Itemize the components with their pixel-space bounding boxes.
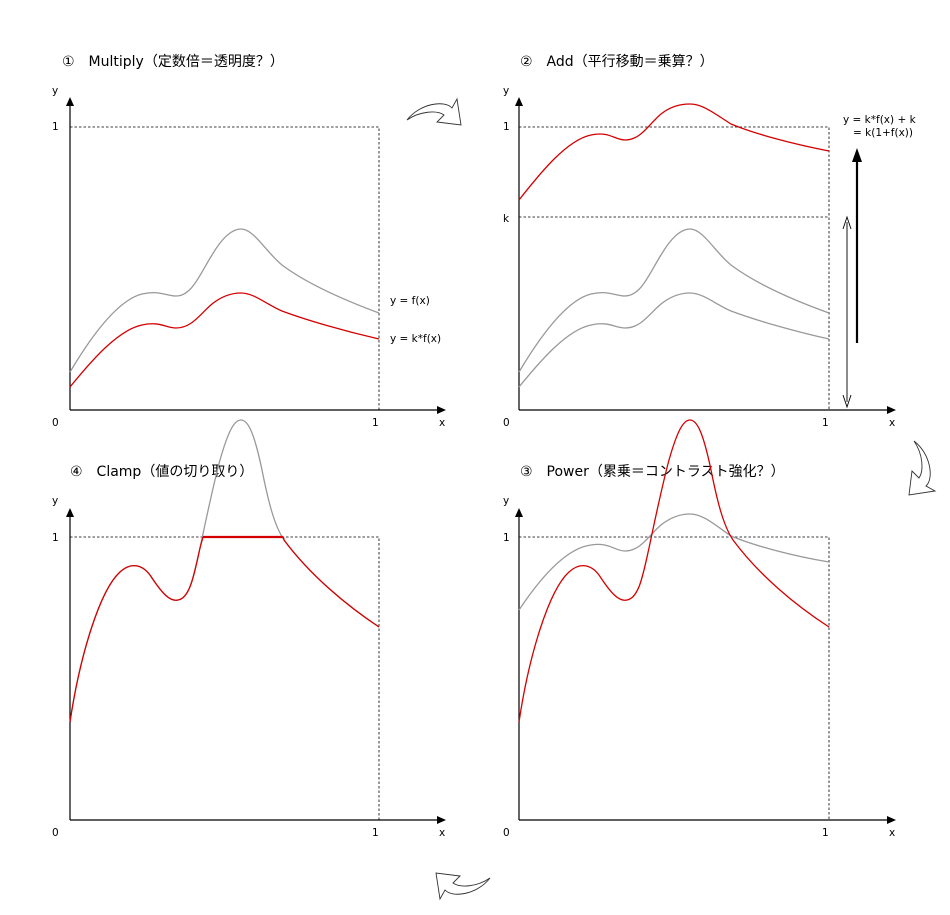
panel-power: ③ Power（累乗＝コントラスト強化？） y 1 0 1 x	[503, 419, 896, 839]
scaled-curve-label: y = k*f(x)	[390, 333, 441, 345]
panel-add: ② Add（平行移動＝乗算？） y 1 k 0 1 x y = k*f(x) +…	[503, 54, 917, 429]
y-tick-one: 1	[52, 121, 59, 133]
x-axis-label: x	[439, 827, 445, 839]
curved-arrow-left	[435, 872, 491, 901]
y-axis-arrowhead	[66, 508, 74, 517]
x-axis-arrowhead	[437, 816, 446, 824]
unit-box	[70, 126, 380, 410]
y-axis-label: y	[52, 495, 58, 507]
power-curve	[518, 419, 830, 723]
panel-title: ② Add（平行移動＝乗算？）	[520, 54, 714, 70]
x-tick-one: 1	[372, 417, 379, 429]
shifted-curve	[518, 103, 830, 201]
panel-title: ④ Clamp（値の切り取り）	[70, 464, 253, 480]
x-axis-label: x	[439, 417, 445, 429]
panel-multiply: ① Multiply（定数倍＝透明度？） y 1 0 1 x y = f(x) …	[52, 54, 446, 429]
k-shift-arrowhead-up	[842, 215, 852, 230]
y-tick-one: 1	[52, 532, 59, 544]
original-curve	[518, 228, 830, 373]
y-tick-one: 1	[503, 121, 510, 133]
unit-box	[70, 536, 380, 820]
x-tick-one: 1	[822, 417, 829, 429]
formula-line-1: y = k*f(x) + k	[843, 114, 917, 126]
scaled-curve	[69, 292, 380, 388]
origin-label: 0	[503, 827, 510, 839]
unit-box	[519, 536, 830, 820]
curved-arrow-down	[908, 440, 937, 496]
original-curve-label: y = f(x)	[390, 295, 430, 307]
origin-label: 0	[52, 827, 59, 839]
x-axis-label: x	[889, 827, 895, 839]
y-axis-label: y	[52, 85, 58, 97]
unit-box	[519, 126, 830, 410]
shift-up-arrowhead	[852, 148, 862, 162]
clamped-curve-right	[282, 536, 380, 628]
scaled-curve	[518, 292, 830, 388]
origin-label: 0	[52, 417, 59, 429]
y-tick-one: 1	[503, 532, 510, 544]
panel-title: ① Multiply（定数倍＝透明度？）	[62, 54, 284, 70]
panel-title: ③ Power（累乗＝コントラスト強化？）	[520, 464, 785, 480]
x-axis-arrowhead	[437, 406, 446, 414]
y-axis-arrowhead	[515, 508, 523, 517]
y-axis-label: y	[503, 85, 509, 97]
k-shift-arrowhead-down	[842, 394, 852, 409]
original-curve	[518, 513, 830, 611]
y-axis-arrowhead	[66, 97, 74, 106]
formula-line-2: = k(1+f(x))	[853, 127, 913, 139]
x-tick-one: 1	[822, 827, 829, 839]
y-tick-k: k	[503, 213, 510, 225]
y-axis-label: y	[503, 495, 509, 507]
clamped-curve-left	[69, 536, 204, 723]
origin-label: 0	[503, 417, 510, 429]
original-curve	[69, 228, 380, 373]
panel-clamp: ④ Clamp（値の切り取り） y 1 0 1 x	[52, 419, 446, 839]
x-axis-arrowhead	[887, 816, 896, 824]
x-tick-one: 1	[372, 827, 379, 839]
curved-arrow-right	[406, 97, 462, 126]
x-axis-arrowhead	[887, 406, 896, 414]
x-axis-label: x	[889, 417, 895, 429]
y-axis-arrowhead	[515, 97, 523, 106]
